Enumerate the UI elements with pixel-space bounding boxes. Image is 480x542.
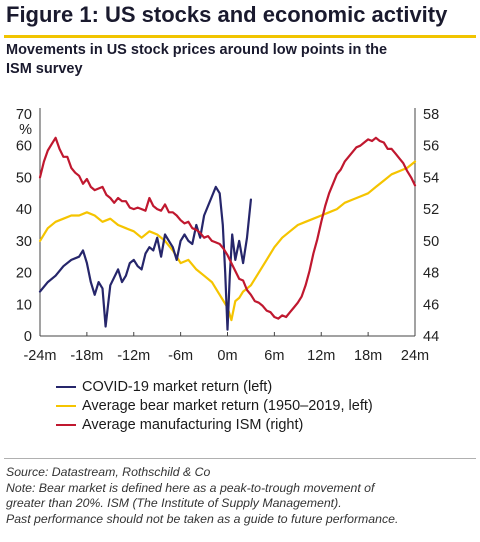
- right-tick-label-44: 44: [423, 329, 439, 345]
- x-tick-label-0m: 0m: [217, 348, 237, 364]
- legend: COVID-19 market return (left) Average be…: [56, 377, 373, 434]
- right-tick-label-58: 58: [423, 107, 439, 123]
- footnotes: Source: Datastream, Rothschild & Co Note…: [6, 465, 476, 527]
- left-tick-label-70: 70: [16, 107, 32, 123]
- x-tick-label--12m: -12m: [117, 348, 150, 364]
- legend-swatch-ism: [56, 423, 76, 426]
- source-line: Source: Datastream, Rothschild & Co: [6, 465, 211, 479]
- footer-rule: [4, 458, 476, 459]
- left-tick-label-20: 20: [16, 266, 32, 282]
- subtitle-line-1: Movements in US stock prices around low …: [6, 42, 388, 58]
- legend-item-bear: Average bear market return (1950–2019, l…: [56, 396, 373, 415]
- left-tick-label-10: 10: [16, 297, 32, 313]
- left-tick-label-50: 50: [16, 170, 32, 186]
- chart-subtitle: Movements in US stock prices around low …: [6, 41, 466, 79]
- note-line-1: Note: Bear market is defined here as a p…: [6, 480, 375, 495]
- line-chart: 0 10 20 30 40 50 60 70% 44 46 48 50 52 54 56 58 -24m -18m…: [16, 107, 439, 364]
- right-tick-label-50: 50: [423, 234, 439, 250]
- note-line-2: greater than 20%. ISM (The Institute of …: [6, 496, 342, 510]
- right-tick-label-56: 56: [423, 139, 439, 155]
- left-tick-label-30: 30: [16, 234, 32, 250]
- legend-label-ism: Average manufacturing ISM (right): [82, 416, 304, 433]
- x-tick-label-24m: 24m: [401, 348, 429, 364]
- disclaimer-line: Past performance should not be taken as …: [6, 511, 399, 526]
- legend-swatch-covid: [56, 385, 76, 388]
- x-tick-label--6m: -6m: [168, 348, 193, 364]
- x-tick-label-18m: 18m: [354, 348, 382, 364]
- x-tick-label-12m: 12m: [307, 348, 335, 364]
- x-tick-label-6m: 6m: [264, 348, 284, 364]
- legend-swatch-bear: [56, 404, 76, 407]
- legend-item-covid: COVID-19 market return (left): [56, 377, 373, 396]
- right-tick-label-54: 54: [423, 170, 439, 186]
- right-tick-label-48: 48: [423, 266, 439, 282]
- ism-line: [38, 136, 417, 320]
- x-tick-label--18m: -18m: [70, 348, 103, 364]
- left-tick-label-0: 0: [24, 329, 32, 345]
- left-tick-label-60: 60: [16, 139, 32, 155]
- right-tick-label-46: 46: [423, 297, 439, 313]
- legend-item-ism: Average manufacturing ISM (right): [56, 415, 373, 434]
- left-tick-label-40: 40: [16, 202, 32, 218]
- figure-title: Figure 1: US stocks and economic activit…: [6, 2, 448, 27]
- x-tick-label--24m: -24m: [23, 348, 56, 364]
- legend-label-bear: Average bear market return (1950–2019, l…: [82, 397, 373, 414]
- left-unit-label: %: [19, 122, 32, 138]
- legend-label-covid: COVID-19 market return (left): [82, 378, 273, 395]
- right-tick-label-52: 52: [423, 202, 439, 218]
- covid-market-return-line: [38, 185, 252, 331]
- bear-market-return-line: [38, 160, 417, 322]
- subtitle-line-2: ISM survey: [6, 61, 83, 77]
- title-rule: [4, 35, 476, 38]
